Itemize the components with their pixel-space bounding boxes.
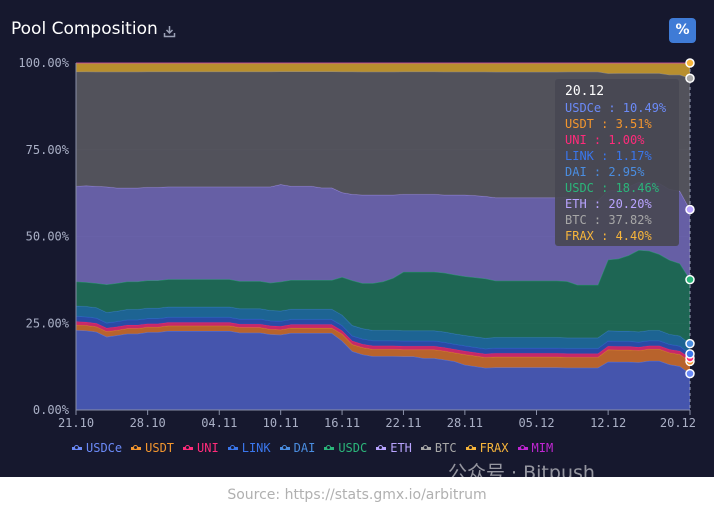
chart-card: Pool Composition % 0.00% 25.00% 50.00% 75.0…: [0, 0, 714, 477]
hover-marker-frax: [685, 58, 695, 68]
hover-marker-dai: [685, 338, 695, 349]
area-dai: [76, 305, 690, 354]
tooltip-row: USDC : 18.46%: [565, 181, 659, 195]
x-tick-label: 04.11: [201, 416, 237, 430]
legend-label: USDCe: [86, 441, 123, 455]
area-usdt: [76, 324, 690, 374]
legend-label: BTC: [434, 441, 457, 455]
x-tick-label: 12.12: [590, 416, 626, 430]
legend-item-btc[interactable]: BTC: [420, 441, 457, 455]
x-tick-label: 28.11: [447, 416, 483, 430]
x-tick-label: 10.11: [263, 416, 299, 430]
chart-title: Pool Composition: [11, 19, 158, 39]
legend-label: USDT: [145, 441, 175, 455]
tooltip-row: ETH : 20.20%: [565, 197, 652, 211]
legend-marker: [376, 444, 387, 450]
watermark: 公众号 · Bitpush: [448, 462, 595, 484]
tooltip-row: LINK : 1.17%: [565, 149, 652, 163]
area-btc: [76, 71, 690, 210]
legend-item-uni[interactable]: UNI: [183, 441, 219, 455]
stacked-areas: [75, 62, 691, 410]
legend-marker: [279, 444, 290, 450]
y-tick-label: 50.00%: [26, 230, 70, 244]
tooltip-row: FRAX : 4.40%: [565, 229, 652, 243]
legend-label: LINK: [241, 441, 271, 455]
tooltip-date: 20.12: [565, 84, 605, 99]
x-tick-label: 16.11: [324, 416, 360, 430]
area-eth: [76, 181, 690, 285]
legend-label: ETH: [390, 441, 412, 455]
axes: 0.00% 25.00% 50.00% 75.00% 100.00% 21.10 28.10…: [18, 56, 696, 430]
hover-markers: [685, 58, 695, 410]
y-tick-label: 75.00%: [26, 143, 70, 157]
legend-label: USDC: [338, 441, 368, 455]
legend-label: UNI: [197, 441, 219, 455]
x-tick-label: 20.12: [660, 416, 696, 430]
tooltip-rows: USDCe : 10.49% USDT : 3.51% UNI : 1.00% LIN…: [565, 100, 679, 244]
area-usdce: [76, 330, 690, 410]
tooltip-row: UNI : 1.00%: [565, 133, 645, 147]
hover-marker-usdce: [685, 368, 695, 379]
y-tick-label: 25.00%: [26, 316, 70, 330]
x-tick-label: 05.12: [518, 416, 554, 430]
y-tick-label: 100.00%: [18, 56, 69, 70]
pool-composition-chart: 0.00% 25.00% 50.00% 75.00% 100.00% 21.10 28.10…: [18, 56, 696, 430]
legend-item-mim[interactable]: MIM: [517, 441, 554, 455]
legend-item-usdce[interactable]: USDCe: [72, 441, 122, 455]
hover-tooltip: 20.12 USDCe : 10.49% USDT : 3.51% UNI : 1.…: [555, 79, 679, 246]
legend-item-eth[interactable]: ETH: [376, 441, 412, 455]
legend-marker: [517, 444, 528, 450]
hover-marker-link: [685, 349, 695, 359]
legend-marker: [183, 444, 194, 450]
download-icon[interactable]: [163, 25, 176, 38]
tooltip-row: BTC : 37.82%: [565, 213, 652, 227]
hover-marker-usdc: [685, 274, 695, 285]
hover-marker-eth: [685, 204, 695, 215]
x-tick-label: 22.11: [385, 416, 421, 430]
hover-marker-btc: [685, 73, 695, 84]
x-tick-label: 28.10: [130, 416, 166, 430]
tooltip-row: DAI : 2.95%: [565, 165, 645, 179]
x-tick-label: 21.10: [58, 416, 94, 430]
legend-marker: [465, 444, 476, 450]
area-usdc: [76, 250, 690, 344]
legend-marker: [131, 444, 142, 450]
legend-item-frax[interactable]: FRAX: [465, 441, 509, 455]
legend-item-dai[interactable]: DAI: [279, 441, 316, 455]
legend-label: FRAX: [479, 441, 509, 455]
area-frax: [76, 63, 690, 79]
percent-toggle-button[interactable]: %: [669, 18, 696, 43]
tooltip-row: USDT : 3.51%: [565, 117, 652, 131]
legend-item-usdt[interactable]: USDT: [131, 441, 174, 455]
area-uni: [76, 321, 690, 362]
legend-item-usdc[interactable]: USDC: [324, 441, 367, 455]
legend-marker: [72, 444, 82, 450]
legend-label: DAI: [293, 441, 316, 455]
legend-marker: [227, 444, 238, 450]
tooltip-row: USDCe : 10.49%: [565, 101, 667, 115]
legend-marker: [324, 444, 335, 450]
source-caption: Source: https://stats.gmx.io/arbitrum: [227, 487, 487, 503]
y-tick-label: 0.00%: [33, 403, 70, 417]
legend-item-link[interactable]: LINK: [227, 441, 271, 455]
legend: USDCe USDT UNI LINK DAI USDC ETH BTC FRAX MIM: [72, 441, 562, 455]
legend-marker: [420, 444, 431, 450]
area-link: [76, 316, 690, 358]
legend-label: MIM: [531, 441, 554, 455]
